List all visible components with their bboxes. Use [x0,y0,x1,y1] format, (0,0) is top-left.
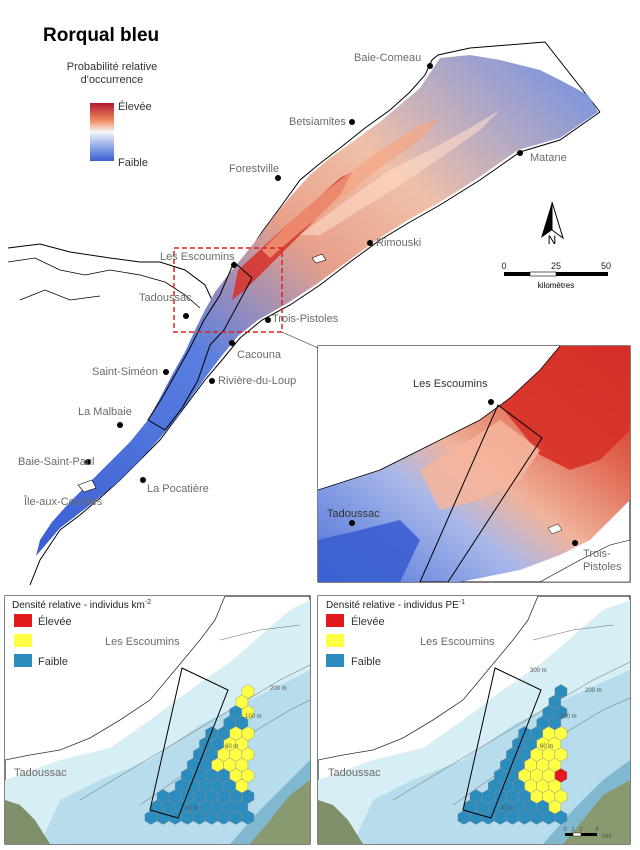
label-saint-simeon: Saint-Siméon [92,366,158,378]
legend-heading-line2: d'occurrence [81,74,144,86]
north-label: N [548,233,557,247]
inset-label-pistoles: Pistoles [583,561,622,573]
label-ile-aux-coudres: Île-aux-Coudres [23,495,103,508]
panel-left-place: Les Escoumins [105,636,180,648]
depth-label-60-right: 60 m [540,744,553,750]
main-map [7,41,601,586]
scale-tick-25: 25 [551,261,561,271]
depth-label-20-right: 20 m [500,806,513,812]
scale-unit: kilomètres [538,281,574,290]
panel-right-place: Les Escoumins [420,636,495,648]
label-la-malbaie: La Malbaie [78,406,132,418]
hex-cells-right [457,684,568,825]
label-riviere-du-loup: Rivière-du-Loup [218,375,296,387]
legend-low-label: Faible [118,157,148,169]
north-arrow-icon [541,201,564,240]
label-baie-comeau: Baie-Comeau [354,52,421,64]
label-cacouna: Cacouna [237,349,282,361]
panel-left-tadoussac: Tadoussac [14,767,67,779]
map-title: Rorqual bleu [43,25,159,46]
label-tadoussac: Tadoussac [139,292,192,304]
depth-label-300-right: 300 m [530,668,547,674]
mini-scale-4: 4 [595,827,599,833]
depth-label-200-left: 200 m [270,686,287,692]
mini-scale-unit: MN [602,834,611,840]
panel-right-title: Densité relative - individus PE-1 [326,599,465,611]
label-baie-saint-paul: Baie-Saint-Paul [18,456,94,468]
north-shore-coastline [7,41,601,301]
inset-label-les-escoumins: Les Escoumins [413,378,488,390]
panel-left-low: Faible [38,656,68,668]
legend-high-label: Élevée [118,100,152,113]
label-la-pocatiere: La Pocatière [147,483,209,495]
depth-label-20-left: 20 m [185,806,198,812]
inset-label-tadoussac: Tadoussac [327,508,380,520]
panel-right-tadoussac: Tadoussac [328,767,381,779]
inset-label-trois: Trois- [583,548,611,560]
hex-cells-left [144,684,255,825]
south-shore-coastline [29,111,601,586]
panel-left-high: Élevée [38,615,72,628]
legend-color-ramp [90,103,114,161]
label-rimouski: Rimouski [376,237,421,249]
mini-scale-0: 0 [563,827,567,833]
legend-heading-line1: Probabilité relative [67,61,158,73]
scale-tick-50: 50 [601,261,611,271]
scale-tick-0: 0 [501,261,506,271]
label-forestville: Forestville [229,163,279,175]
label-les-escoumins: Les Escoumins [160,251,235,263]
hex-cell [241,810,255,825]
town-markers [85,63,523,483]
scale-bar [504,271,608,277]
panel-left-title: Densité relative - individus km-2 [12,599,151,611]
hex-cell [554,810,568,825]
label-betsiamites: Betsiamites [289,116,346,128]
estuary-water [36,55,598,556]
panel-right-low: Faible [351,656,381,668]
label-matane: Matane [530,152,567,164]
mini-scale-1: 1 [571,827,575,833]
inset-map [317,345,631,583]
mini-scale-2: 2 [579,827,583,833]
density-panel-pe [317,595,631,845]
depth-label-100-left: 100 m [245,714,262,720]
density-panel-km2 [4,595,311,845]
mini-scale-bar [565,832,597,837]
label-trois-pistoles: Trois-Pistoles [272,313,339,325]
depth-label-200-right: 200 m [585,688,602,694]
panel-right-high: Élevée [351,615,385,628]
depth-label-100-right: 100 m [560,714,577,720]
depth-label-60-left: 60 m [225,744,238,750]
